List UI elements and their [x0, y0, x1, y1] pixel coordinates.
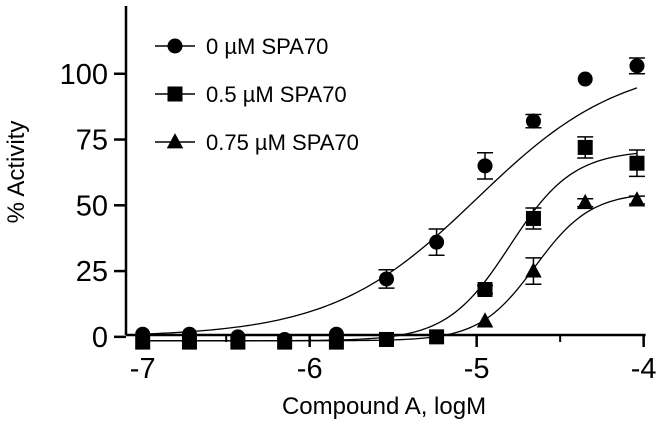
y-tick-label: 25 [76, 256, 108, 288]
point-circle [629, 58, 645, 74]
y-tick-label: 50 [76, 190, 108, 222]
point-square [577, 139, 593, 155]
point-square [277, 334, 293, 350]
legend-marker-circle [167, 38, 183, 54]
y-tick-label: 0 [92, 322, 108, 354]
legend-marker-triangle [166, 133, 184, 149]
point-circle [378, 271, 394, 287]
x-tick-label: -6 [297, 353, 323, 385]
point-triangle [576, 193, 594, 210]
fit-curve-series-2 [142, 195, 638, 342]
x-tick-label: -4 [631, 353, 657, 385]
point-square [629, 155, 645, 171]
data-points [135, 57, 646, 350]
x-tick-label: -5 [464, 353, 490, 385]
series-1 [135, 136, 645, 350]
point-square [429, 329, 445, 345]
point-triangle [525, 262, 542, 278]
point-square [328, 334, 344, 350]
point-circle [577, 71, 593, 87]
point-square [230, 334, 246, 350]
legend: 0 µM SPA70 0.5 µM SPA70 0.75 µM SPA70 [155, 34, 359, 155]
point-square [477, 281, 493, 297]
point-circle [477, 158, 493, 174]
point-circle [429, 234, 445, 250]
point-circle [525, 113, 541, 129]
legend-label: 0.75 µM SPA70 [206, 130, 359, 155]
x-tick-label: -7 [130, 353, 156, 385]
fit-curve-series-1 [142, 152, 638, 342]
fit-curves [142, 87, 638, 342]
legend-marker-square [167, 86, 183, 102]
point-square [525, 210, 541, 226]
axes: 0 25 50 75 100 -7 -6 -5 -4 [60, 6, 657, 385]
series-2 [476, 191, 646, 328]
legend-label: 0.5 µM SPA70 [206, 82, 347, 107]
point-triangle [476, 312, 494, 328]
x-axis-title: Compound A, logM [282, 393, 486, 420]
point-square [181, 334, 197, 350]
y-tick-label: 100 [60, 59, 108, 91]
y-axis-title: % Activity [3, 121, 30, 224]
point-triangle [628, 191, 646, 207]
y-tick-label: 75 [76, 125, 108, 157]
fit-curve-series-0 [142, 87, 638, 335]
legend-label: 0 µM SPA70 [206, 34, 328, 59]
